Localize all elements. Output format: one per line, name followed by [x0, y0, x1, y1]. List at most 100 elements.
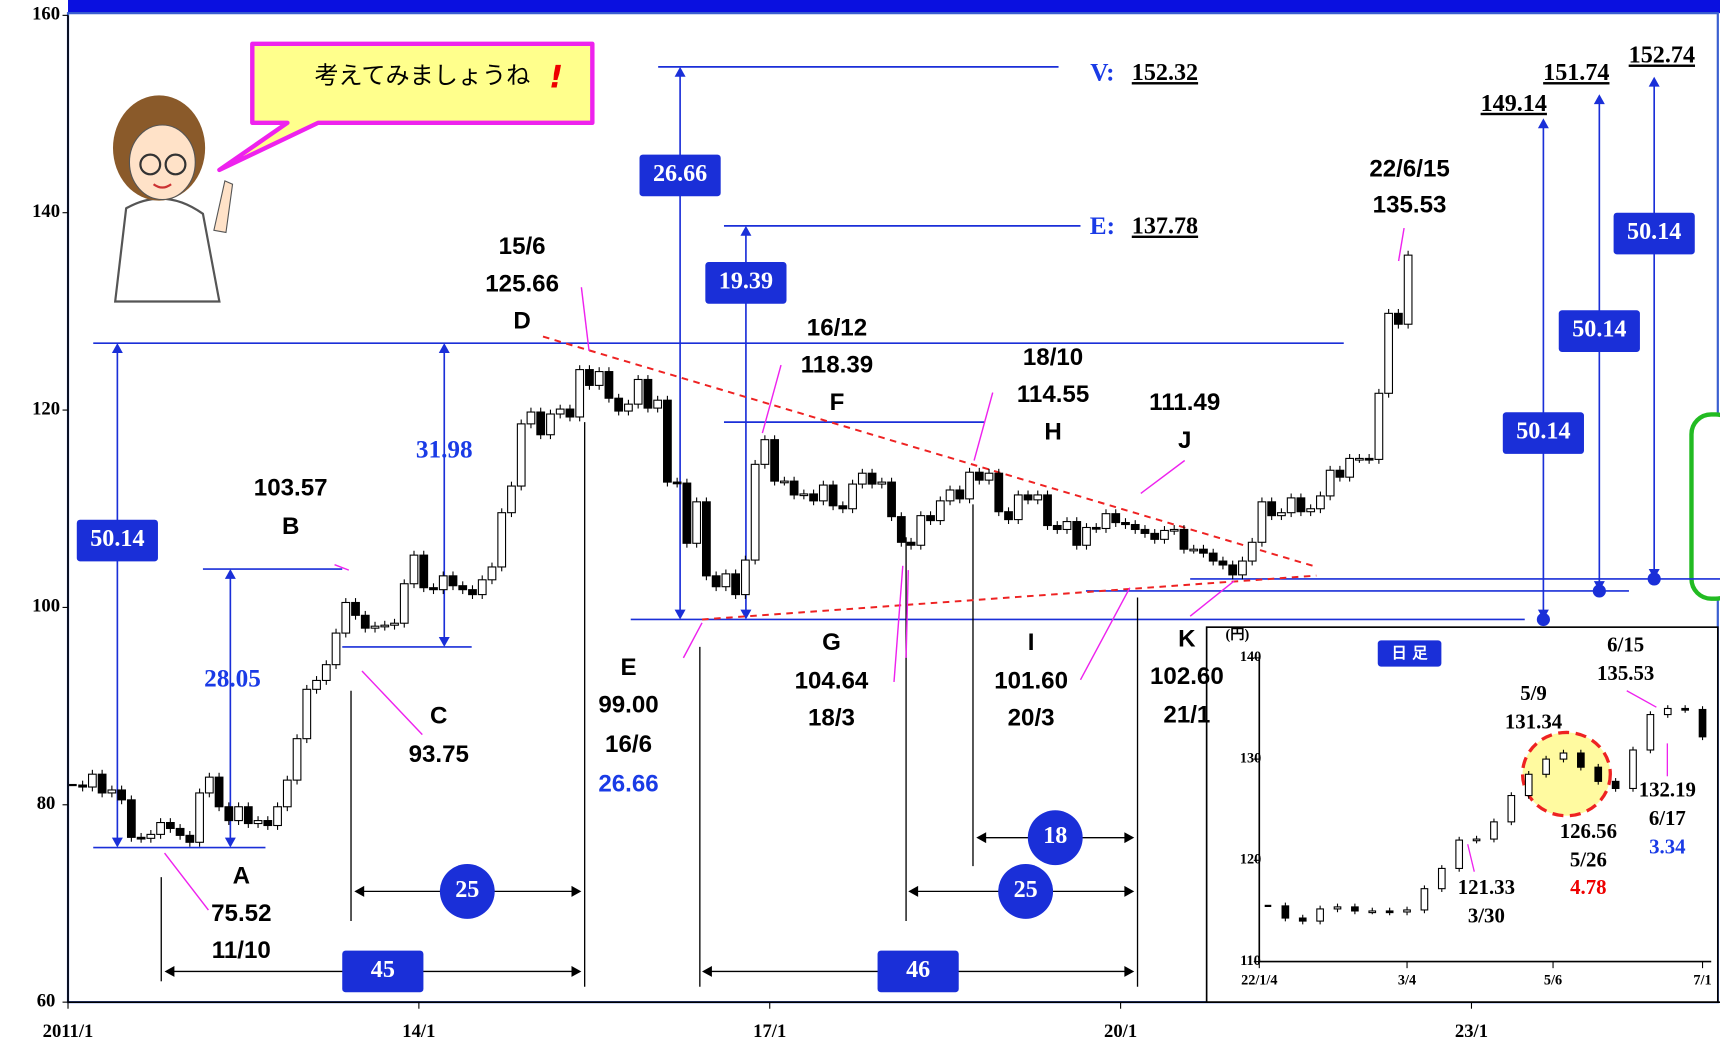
annotation: 118.39	[801, 352, 873, 379]
candle	[264, 821, 272, 826]
candle	[1092, 527, 1100, 529]
candle	[693, 502, 701, 543]
y-tick-label: 160	[32, 4, 60, 25]
annotation: 16/12	[807, 314, 867, 341]
inset-annotation: 121.33	[1458, 875, 1515, 899]
y-tick-label: 110	[1240, 953, 1261, 969]
candle	[781, 481, 789, 483]
candle	[1209, 553, 1217, 561]
arrow-head	[572, 966, 582, 977]
candle	[410, 555, 418, 584]
candle	[1258, 502, 1266, 542]
candle	[1131, 525, 1139, 530]
annotation: E:	[1090, 213, 1115, 240]
candle	[1439, 868, 1446, 888]
character	[113, 95, 233, 301]
candle	[956, 490, 964, 499]
candle	[381, 625, 389, 627]
candle	[89, 774, 97, 787]
candle	[1595, 767, 1602, 781]
candle	[1219, 561, 1227, 565]
note-box	[1691, 414, 1720, 598]
candle	[439, 576, 447, 590]
inset-annotation: (円)	[1225, 626, 1249, 643]
candle	[907, 542, 915, 545]
x-tick-label: 2011/1	[43, 1021, 94, 1042]
annotation: 50.14	[1516, 419, 1570, 445]
x-tick-label: 20/1	[1104, 1021, 1137, 1042]
candle	[878, 482, 886, 484]
annotation: 15/6	[499, 233, 546, 260]
x-tick-label: 23/1	[1455, 1021, 1488, 1042]
candle	[722, 574, 730, 587]
candle	[966, 472, 974, 499]
candle	[1063, 522, 1071, 530]
annotation: 25	[455, 877, 479, 903]
arrow-head	[572, 886, 582, 897]
annotation: 152.74	[1629, 43, 1695, 69]
inset-annotation: 132.19	[1639, 777, 1696, 801]
x-tick-label: 3/4	[1398, 973, 1416, 989]
arrow-head	[1124, 886, 1134, 897]
candle	[1102, 514, 1110, 529]
annotation: 125.66	[485, 270, 559, 297]
inset-annotation: 6/15	[1607, 633, 1644, 657]
candle	[1630, 750, 1637, 788]
candle	[98, 774, 106, 793]
candle	[391, 623, 399, 625]
candle	[1044, 495, 1052, 526]
arrow-head	[225, 569, 236, 579]
candle	[1365, 458, 1373, 460]
candle	[517, 424, 525, 486]
candle	[118, 790, 126, 800]
arrow-head	[675, 610, 686, 620]
pointer-line	[974, 393, 993, 461]
annotation: 102.60	[1150, 663, 1224, 690]
inset-annotation: 日 足	[1392, 644, 1429, 662]
arrow-head	[976, 832, 986, 843]
candle	[322, 665, 330, 681]
annotation: 25	[1014, 877, 1038, 903]
candle	[1682, 708, 1689, 710]
candle	[254, 821, 262, 824]
candle	[498, 513, 506, 567]
annotation: 18	[1043, 823, 1067, 849]
candle	[244, 807, 252, 824]
candle	[654, 400, 662, 408]
candle	[283, 780, 291, 807]
arrow-head	[740, 610, 751, 620]
candle	[712, 576, 720, 587]
annotation: 152.32	[1132, 60, 1198, 86]
y-tick-label: 140	[32, 201, 60, 222]
candle	[137, 837, 145, 839]
candle	[1612, 781, 1619, 788]
candle	[303, 689, 311, 738]
candle	[605, 372, 613, 399]
candle	[1404, 255, 1412, 324]
arrow-head	[112, 838, 123, 848]
candle	[790, 481, 798, 495]
candle	[1053, 526, 1061, 530]
candle	[1560, 753, 1567, 759]
candle	[1180, 529, 1188, 549]
candle	[595, 372, 603, 386]
candle	[1268, 502, 1276, 516]
candle	[488, 567, 496, 580]
annotation: J	[1178, 427, 1191, 454]
candle	[975, 472, 983, 480]
candle	[1456, 840, 1463, 868]
inset-annotation: 131.34	[1505, 709, 1563, 733]
inset-annotation: 3.34	[1649, 834, 1686, 858]
arrow-head	[908, 886, 918, 897]
candle	[449, 576, 457, 586]
y-tick-label: 100	[32, 596, 60, 617]
candle	[420, 555, 428, 588]
pointer-line	[894, 566, 903, 682]
candle	[1336, 470, 1344, 477]
level-dot	[1537, 613, 1550, 626]
candle	[1239, 561, 1247, 575]
candle	[1647, 715, 1654, 750]
candle	[946, 490, 954, 501]
annotation: A	[233, 863, 250, 890]
candle	[1578, 753, 1585, 767]
